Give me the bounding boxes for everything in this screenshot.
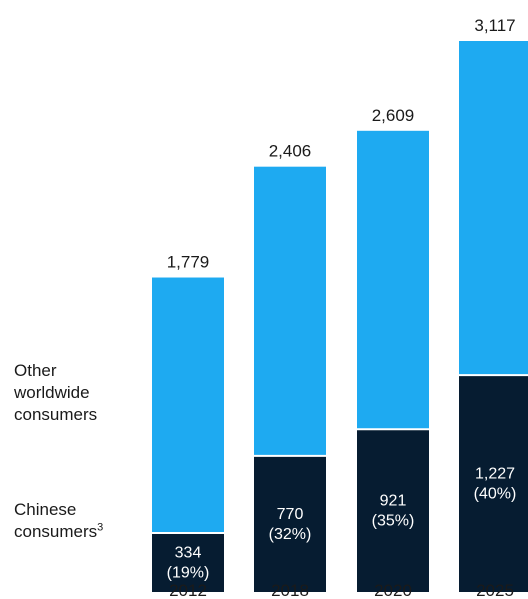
bar-chinese-2018: [254, 455, 326, 592]
footnote-marker: 3: [97, 521, 104, 534]
legend-label-chinese-text: Chinese consumers: [14, 500, 98, 541]
bar-other-2012: [152, 277, 224, 533]
x-axis-label-2025: 2025: [476, 581, 514, 599]
segment-label-line: (40%): [474, 486, 517, 503]
segment-label-line: (19%): [167, 564, 210, 581]
x-axis-label-2018: 2018: [271, 581, 309, 599]
bar-chinese-2025: [459, 375, 528, 592]
total-label-2020: 2,609: [372, 106, 415, 125]
segment-label-chinese-2025: 1,227 (40%): [474, 466, 517, 503]
x-axis-label-2020: 2020: [374, 581, 412, 599]
total-label-2018: 2,406: [269, 142, 312, 161]
segment-label-chinese-2018: 770 (32%): [269, 506, 312, 543]
segment-label-line: 921: [380, 493, 407, 510]
segment-label-line: 334: [175, 544, 202, 561]
total-label-2025: 3,117: [474, 16, 515, 35]
legend-label-other-worldwide-consumers: Other worldwide consumers: [14, 361, 98, 424]
segment-label-chinese-2012: 334 (19%): [167, 544, 210, 581]
bar-other-2020: [357, 130, 429, 430]
segment-label-line: 1,227: [475, 466, 515, 483]
bar-other-2025: [459, 41, 528, 376]
total-label-2012: 1,779: [167, 253, 210, 272]
segment-label-line: (35%): [372, 513, 415, 530]
x-axis-label-2012: 2012: [169, 581, 207, 599]
segment-label-line: 770: [277, 506, 304, 523]
segment-label-line: (32%): [269, 526, 312, 543]
legend-label-chinese-consumers: Chinese consumers3: [14, 499, 103, 543]
bar-other-2018: [254, 166, 326, 456]
segment-label-chinese-2020: 921 (35%): [372, 493, 415, 530]
bar-chinese-2012: [152, 532, 224, 592]
bar-chinese-2020: [357, 429, 429, 592]
